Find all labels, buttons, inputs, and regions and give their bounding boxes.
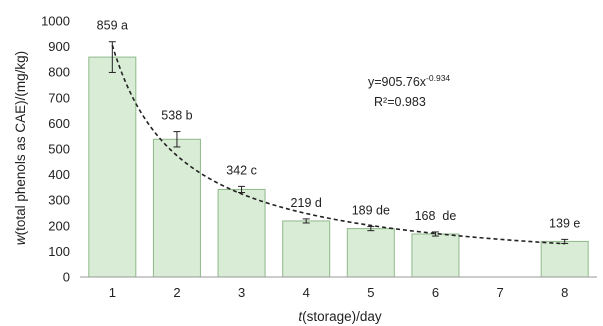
data-label: 168 de (415, 209, 457, 223)
x-tick-label: 6 (432, 285, 439, 300)
x-tick-label: 3 (238, 285, 245, 300)
x-tick-label: 4 (303, 285, 310, 300)
x-axis-ticks: 1 2 3 4 5 6 7 8 (109, 285, 569, 300)
x-axis-title: t(storage)/day (298, 309, 382, 324)
y-tick-label: 100 (48, 244, 70, 259)
x-tick-label: 5 (367, 285, 374, 300)
x-tick-label: 7 (496, 285, 503, 300)
bar (152, 138, 201, 278)
y-tick-label: 1000 (41, 14, 70, 29)
y-tick-label: 800 (48, 65, 70, 80)
bars (88, 56, 589, 278)
x-tick-label: 8 (561, 285, 568, 300)
trend-r2: R²=0.983 (374, 95, 426, 109)
data-label: 859 a (97, 19, 128, 33)
data-label: 219 d (291, 196, 322, 210)
bar (217, 188, 266, 278)
data-labels: 859 a 538 b 342 c 219 d 189 de 168 de 139 e (97, 19, 581, 231)
y-axis-title: w(total phenols as CAE)/(mg/kg) (13, 51, 28, 245)
x-tick-label: 2 (173, 285, 180, 300)
bar (540, 240, 589, 278)
bar (88, 56, 137, 278)
data-label: 342 c (226, 163, 257, 177)
y-tick-label: 700 (48, 90, 70, 105)
y-tick-label: 400 (48, 167, 70, 182)
bar (282, 220, 331, 278)
trendline (111, 44, 565, 245)
x-tick-label: 1 (109, 285, 116, 300)
error-bars (108, 41, 569, 244)
data-label: 538 b (161, 109, 192, 123)
y-tick-label: 600 (48, 116, 70, 131)
trend-equation: y=905.76x-0.934 (368, 73, 450, 89)
bar (411, 233, 460, 278)
y-axis-ticks: 0 100 200 300 400 500 600 700 800 900 1000 (41, 14, 70, 285)
y-tick-label: 200 (48, 218, 70, 233)
data-label: 139 e (549, 216, 580, 230)
bar (346, 228, 395, 278)
y-tick-label: 300 (48, 193, 70, 208)
y-tick-label: 900 (48, 39, 70, 54)
y-tick-label: 500 (48, 142, 70, 157)
data-label: 189 de (352, 204, 390, 218)
y-tick-label: 0 (63, 270, 70, 285)
